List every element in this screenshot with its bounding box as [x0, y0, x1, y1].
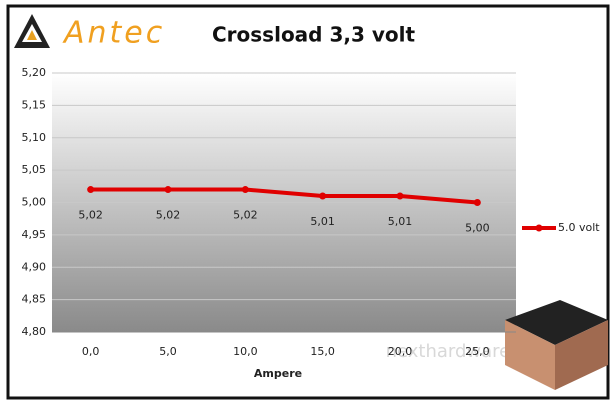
- y-tick-label: 5,10: [22, 131, 47, 144]
- value-label: 5,02: [78, 209, 103, 222]
- chart: Antec Crossload 3,3 volt Ampere nexthard…: [0, 0, 616, 405]
- value-label: 5,01: [310, 215, 335, 228]
- logo-text: Antec: [62, 16, 165, 51]
- value-label: 5,00: [465, 222, 490, 235]
- x-tick-label: 0,0: [82, 345, 100, 358]
- x-tick-label: 15,0: [310, 345, 335, 358]
- point: [242, 186, 249, 193]
- x-tick-label: 5,0: [159, 345, 177, 358]
- chart-title: Crossload 3,3 volt: [212, 23, 415, 47]
- y-tick-label: 4,95: [22, 228, 47, 241]
- legend-label: 5.0 volt: [558, 221, 600, 234]
- point: [165, 186, 172, 193]
- y-tick-label: 4,80: [22, 325, 47, 338]
- value-label: 5,02: [156, 209, 181, 222]
- x-axis-label: Ampere: [254, 367, 302, 380]
- y-tick-label: 5,15: [22, 98, 47, 111]
- value-label: 5,01: [388, 215, 413, 228]
- y-tick-label: 4,85: [22, 293, 47, 306]
- legend-marker: [536, 225, 543, 232]
- x-tick-label: 10,0: [233, 345, 258, 358]
- y-tick-label: 5,20: [22, 66, 47, 79]
- point: [474, 199, 481, 206]
- point: [87, 186, 94, 193]
- y-tick-label: 4,90: [22, 260, 47, 273]
- point: [397, 193, 404, 200]
- y-tick-label: 5,00: [22, 196, 47, 209]
- value-label: 5,02: [233, 209, 258, 222]
- x-tick-label: 25,0: [465, 345, 490, 358]
- x-tick-label: 20,0: [388, 345, 413, 358]
- y-tick-label: 5,05: [22, 163, 47, 176]
- point: [319, 193, 326, 200]
